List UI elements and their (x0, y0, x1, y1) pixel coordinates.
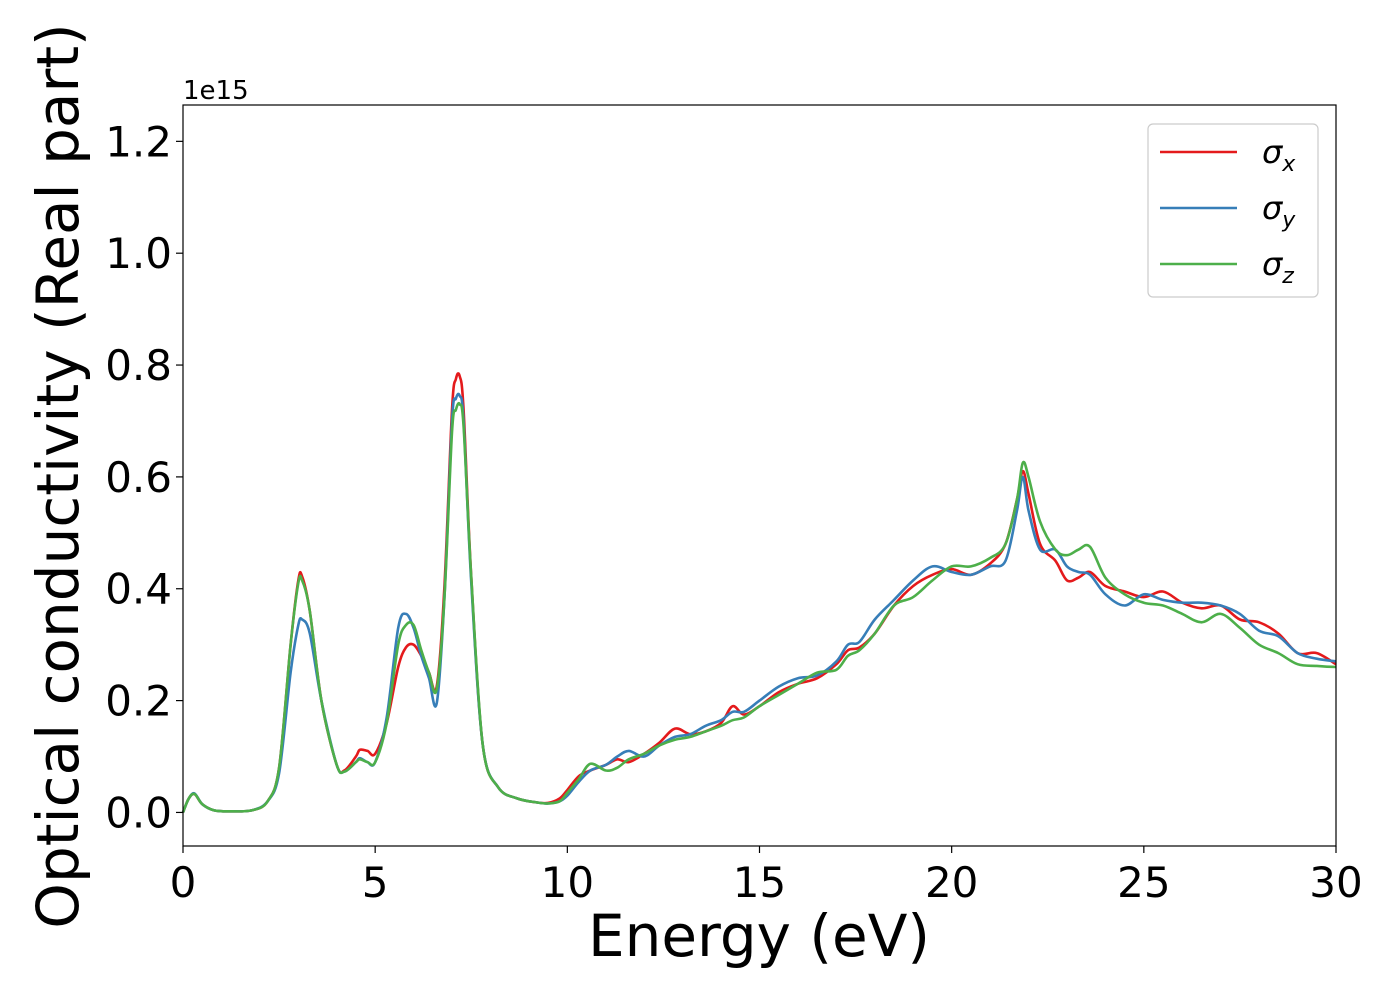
x-tick-label: 15 (733, 858, 786, 907)
x-tick-label: 10 (541, 858, 594, 907)
y-offset-text: 1e15 (183, 76, 249, 106)
y-tick-label: 1.0 (105, 229, 172, 278)
y-axis-title: Optical conductivity (Real part) (24, 23, 92, 928)
x-tick-label: 0 (170, 858, 197, 907)
series-line-z (181, 401, 1337, 813)
y-tick-label: 0.6 (105, 453, 172, 502)
y-tick-label: 0.0 (105, 788, 172, 837)
x-tick-label: 5 (362, 858, 389, 907)
y-tick-label: 0.8 (105, 341, 172, 390)
x-tick-label: 25 (1117, 858, 1170, 907)
x-tick-label: 30 (1309, 858, 1362, 907)
y-tick-label: 1.2 (105, 117, 172, 166)
series-layer (181, 372, 1337, 813)
y-tick-label: 0.2 (105, 677, 172, 726)
y-tick-label: 0.4 (105, 565, 172, 614)
x-tick-label: 20 (925, 858, 978, 907)
legend-box (1147, 123, 1319, 298)
y-axis: 0.0 0.2 0.4 0.6 0.8 1.0 1.2 (105, 117, 183, 837)
x-axis: 0 5 10 15 20 25 30 (170, 846, 1363, 907)
x-axis-title: Energy (eV) (588, 902, 930, 970)
